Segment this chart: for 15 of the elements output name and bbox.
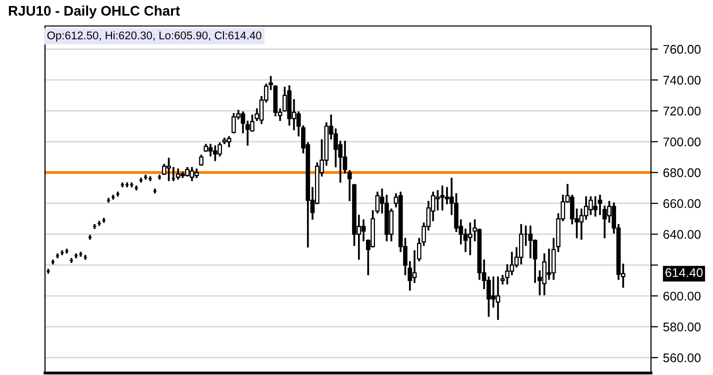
y-tick-label: 660.00 — [663, 199, 701, 208]
y-tick-label: 740.00 — [663, 76, 701, 85]
y-tick-label: 720.00 — [663, 106, 701, 116]
candlestick — [199, 154, 204, 166]
y-tick-label: 700.00 — [663, 137, 701, 146]
y-tick-label: 680.00 — [663, 168, 701, 178]
y-tick-label: 580.00 — [663, 322, 701, 332]
y-tick-label: 560.00 — [663, 353, 701, 362]
chart-title: RJU10 - Daily OHLC Chart — [8, 6, 180, 18]
text: 614.40 — [666, 268, 703, 278]
y-tick-label: 760.00 — [663, 44, 701, 54]
y-tick-label: 640.00 — [663, 230, 701, 239]
annotation: Op:612.50, Hi:620.30, Lo:605.90, Cl:614.40 — [47, 31, 262, 42]
y-tick-label: 600.00 — [663, 292, 701, 301]
candlestick — [226, 136, 232, 148]
